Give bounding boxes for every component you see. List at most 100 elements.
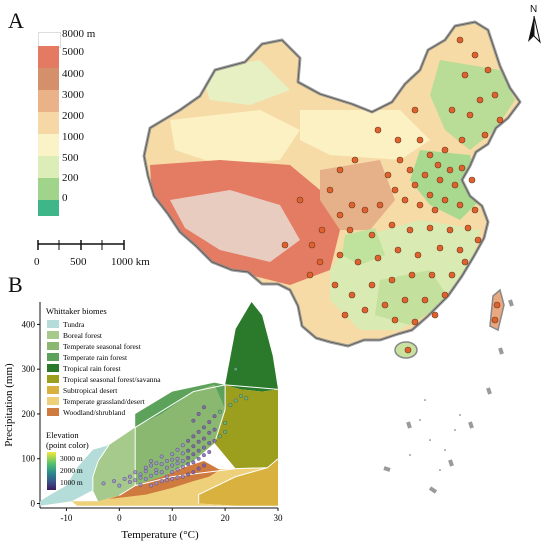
scatter-point (127, 480, 132, 485)
elevation-colorbar (47, 452, 56, 490)
y-tick-label: 100 (22, 454, 36, 464)
scale-label-0: 0 (34, 256, 40, 268)
biome-legend-swatch (47, 364, 59, 372)
legend-label: 8000 m (62, 28, 96, 40)
elevation-colorbar-legend: Elevation (point color) 3000 m 2000 m 10… (46, 430, 89, 490)
scatter-point (159, 479, 164, 484)
scatter-point (207, 430, 212, 435)
biome-legend-swatch (47, 386, 59, 394)
legend-swatch-4000 (38, 68, 59, 90)
scatter-point (143, 469, 148, 474)
legend-swatch-500 (38, 156, 59, 178)
biome-legend-swatch (47, 320, 59, 328)
x-axis-title: Temperature (°C) (121, 529, 199, 541)
legend-swatch-3000 (38, 90, 59, 112)
scatter-point (217, 434, 222, 439)
scatter-point (175, 447, 180, 452)
legend-label: 0 (62, 192, 68, 204)
scatter-point (191, 444, 196, 449)
biome-boundaries (92, 384, 279, 504)
legend-label: 5000 (62, 46, 84, 58)
scatter-point (170, 476, 175, 481)
biome-legend-swatch (47, 408, 59, 416)
scatter-point (143, 465, 148, 470)
elevation-label-2000: 2000 m (60, 466, 83, 475)
scatter-point (138, 475, 143, 480)
biome-boundary (119, 467, 268, 496)
scatter-point (228, 402, 233, 407)
scatter-point (180, 458, 185, 463)
scale-bar (37, 240, 125, 250)
scatter-point (170, 457, 175, 462)
panel-b-letter: B (8, 272, 23, 297)
scatter-point (191, 460, 196, 465)
scatter-point (217, 409, 222, 414)
scatter-point (154, 461, 159, 466)
scatter-point (201, 453, 206, 458)
biome-boundary (134, 384, 226, 428)
scatter-point (191, 418, 196, 423)
scale-label-1000: 1000 km (111, 256, 150, 268)
scatter-point (170, 463, 175, 468)
biome-legend-label: Tropical rain forest (63, 364, 122, 373)
scatter-point (180, 474, 185, 479)
scatter-point (196, 429, 201, 434)
scale-label-500: 500 (70, 256, 87, 268)
scatter-point (170, 452, 175, 457)
y-tick-label: 400 (22, 319, 36, 329)
scatter-point (238, 394, 243, 399)
scatter-point (196, 466, 201, 471)
scatter-point (175, 475, 180, 480)
whittaker-biome-chart: -10 0 10 20 30 0 100 200 300 400 Temperature (°C… (3, 302, 283, 541)
scatter-point (117, 483, 122, 488)
biome-legend-label: Temperate rain forest (63, 353, 128, 362)
scatter-point (180, 451, 185, 456)
biome-legend: Whittaker biomes Tundra Boreal forest Temp… (46, 306, 161, 417)
scatter-point (201, 436, 206, 441)
scatter-points (101, 367, 249, 488)
x-tick-label: 0 (117, 513, 122, 523)
panel-a-letter: A (8, 8, 24, 33)
biome-legend-label: Temperate seasonal forest (63, 342, 142, 351)
biome-area (40, 445, 109, 506)
scatter-point (133, 478, 138, 483)
legend-swatch-2000 (38, 112, 59, 134)
scatter-point (196, 439, 201, 444)
y-ticks: 0 100 200 300 400 (22, 319, 40, 509)
legend-swatch-200 (38, 178, 59, 200)
biome-legend-label: Woodland/shrubland (63, 408, 126, 417)
y-tick-label: 0 (31, 499, 36, 509)
elevation-label-3000: 3000 m (60, 454, 83, 463)
legend-label: 3000 (62, 89, 84, 101)
x-tick-label: 10 (168, 513, 178, 523)
scatter-point (101, 481, 106, 486)
scatter-point (207, 450, 212, 455)
legend-label: 4000 (62, 68, 84, 80)
scatter-point (133, 470, 138, 475)
scatter-point (149, 458, 154, 463)
scatter-point (191, 452, 196, 457)
biome-legend-label: Tropical seasonal forest/savanna (63, 375, 161, 384)
y-tick-label: 200 (22, 409, 36, 419)
elevation-label-1000: 1000 m (60, 478, 83, 487)
scatter-point (170, 470, 175, 475)
legend-label: 200 (62, 172, 79, 184)
scatter-point (186, 448, 191, 453)
biome-legend-label: Temperate grassland/desert (63, 397, 146, 406)
scatter-point (233, 398, 238, 403)
biome-boundary (214, 409, 226, 444)
scatter-point (201, 445, 206, 450)
y-tick-label: 300 (22, 364, 36, 374)
scatter-point (212, 438, 217, 443)
biome-area (225, 302, 278, 392)
scatter-point (196, 448, 201, 453)
scatter-point (164, 465, 169, 470)
scatter-point (201, 463, 206, 468)
x-tick-label: 20 (221, 513, 231, 523)
scatter-point (164, 474, 169, 479)
y-axis-title: Precipitation (mm) (3, 363, 15, 447)
scatter-point (191, 470, 196, 475)
scatter-point (180, 443, 185, 448)
scatter-point (186, 472, 191, 477)
